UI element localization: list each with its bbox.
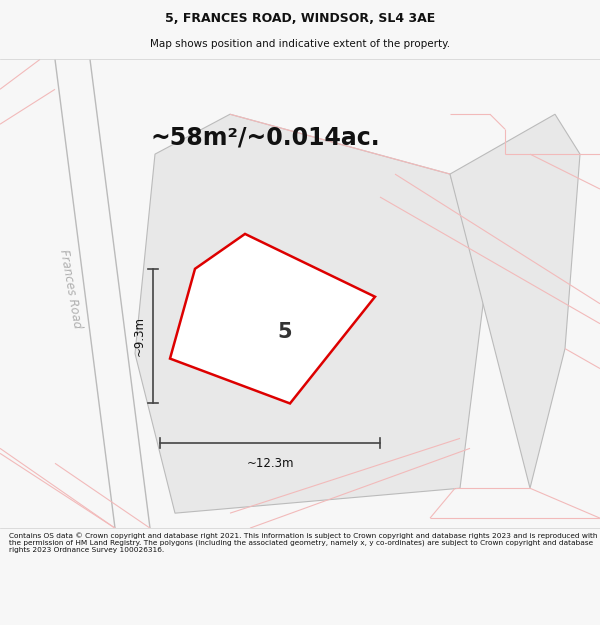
Text: Contains OS data © Crown copyright and database right 2021. This information is : Contains OS data © Crown copyright and d… [9,532,598,553]
Text: ~58m²/~0.014ac.: ~58m²/~0.014ac. [150,125,380,149]
Text: 5, FRANCES ROAD, WINDSOR, SL4 3AE: 5, FRANCES ROAD, WINDSOR, SL4 3AE [165,12,435,25]
Text: Frances Road: Frances Road [56,248,83,329]
Polygon shape [170,234,375,404]
Text: 5: 5 [278,322,292,342]
Text: ~12.3m: ~12.3m [246,457,294,470]
Polygon shape [450,114,580,488]
Text: Map shows position and indicative extent of the property.: Map shows position and indicative extent… [150,39,450,49]
Polygon shape [135,114,485,513]
Text: ~9.3m: ~9.3m [133,316,146,356]
